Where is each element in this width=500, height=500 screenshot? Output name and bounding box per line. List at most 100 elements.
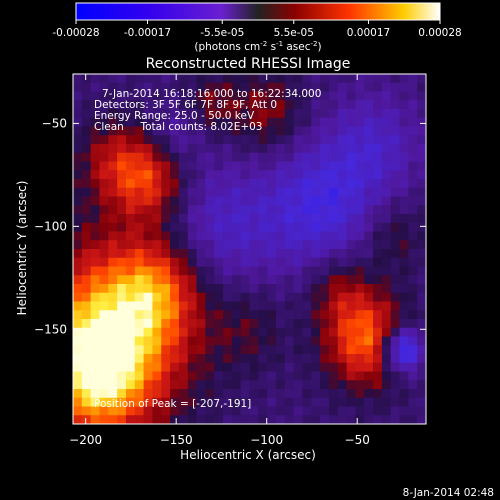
heatmap-cell	[311, 310, 321, 320]
heatmap-cell	[81, 284, 92, 294]
heatmap-cell	[328, 301, 339, 311]
heatmap-cell	[284, 100, 295, 110]
heatmap-cell	[337, 152, 347, 162]
heatmap-cell	[284, 371, 295, 381]
heatmap-cell	[134, 310, 144, 320]
heatmap-cell	[170, 205, 180, 215]
heatmap-cell	[161, 135, 171, 145]
heatmap-cell	[99, 109, 109, 119]
heatmap-cell	[161, 362, 171, 372]
heatmap-cell	[240, 231, 250, 241]
heatmap-cell	[302, 74, 312, 84]
heatmap-cell	[196, 222, 206, 232]
heatmap-cell	[134, 345, 144, 355]
heatmap-cell	[90, 187, 100, 197]
heatmap-cell	[231, 109, 242, 119]
heatmap-cell	[125, 187, 136, 197]
heatmap-cell	[267, 397, 277, 407]
heatmap-cell	[90, 231, 100, 241]
heatmap-cell	[249, 397, 259, 407]
heatmap-cell	[249, 389, 259, 399]
heatmap-cell	[267, 292, 277, 302]
heatmap-cell	[293, 126, 303, 136]
heatmap-cell	[258, 187, 268, 197]
heatmap-cell	[117, 161, 127, 171]
heatmap-cell	[373, 284, 383, 294]
heatmap-cell	[178, 257, 189, 267]
heatmap-cell	[275, 161, 286, 171]
heatmap-cell	[249, 354, 259, 364]
heatmap-cell	[108, 117, 118, 127]
heatmap-cell	[346, 397, 356, 407]
heatmap-cell	[196, 91, 206, 101]
heatmap-cell	[231, 301, 242, 311]
heatmap-cell	[381, 319, 392, 329]
heatmap-cell	[275, 91, 286, 101]
heatmap-cell	[381, 74, 392, 84]
heatmap-cell	[346, 214, 356, 224]
heatmap-cell	[355, 415, 365, 425]
heatmap-cell	[90, 82, 100, 92]
heatmap-cell	[187, 135, 197, 145]
heatmap-cell	[417, 249, 427, 259]
heatmap-cell	[152, 74, 162, 84]
heatmap-cell	[196, 257, 206, 267]
heatmap-cell	[258, 240, 268, 250]
heatmap-cell	[293, 292, 303, 302]
heatmap-cell	[108, 362, 118, 372]
heatmap-cell	[81, 415, 92, 425]
heatmap-cell	[214, 91, 224, 101]
heatmap-cell	[214, 109, 224, 119]
heatmap-cell	[346, 231, 356, 241]
heatmap-cell	[178, 371, 189, 381]
heatmap-cell	[178, 362, 189, 372]
heatmap-cell	[231, 415, 242, 425]
heatmap-cell	[214, 371, 224, 381]
heatmap-cell	[125, 275, 136, 285]
heatmap-cell	[293, 389, 303, 399]
heatmap-cell	[373, 310, 383, 320]
heatmap-cell	[275, 371, 286, 381]
heatmap-cell	[364, 380, 374, 390]
heatmap-cell	[320, 362, 330, 372]
heatmap-cell	[355, 249, 365, 259]
heatmap-cell	[240, 336, 250, 346]
heatmap-cell	[275, 240, 286, 250]
heatmap-cell	[267, 371, 277, 381]
heatmap-cell	[161, 126, 171, 136]
heatmap-cell	[408, 354, 418, 364]
heatmap-cell	[302, 196, 312, 206]
heatmap-cell	[196, 266, 206, 276]
heatmap-cell	[249, 327, 259, 337]
heatmap-cell	[328, 389, 339, 399]
heatmap-cell	[214, 117, 224, 127]
heatmap-cell	[108, 144, 118, 154]
heatmap-cell	[117, 292, 127, 302]
heatmap-cell	[337, 266, 347, 276]
heatmap-cell	[231, 152, 242, 162]
heatmap-cell	[223, 301, 233, 311]
heatmap-cell	[302, 109, 312, 119]
heatmap-cell	[223, 196, 233, 206]
heatmap-cell	[99, 187, 109, 197]
heatmap-cell	[90, 301, 100, 311]
heatmap-cell	[81, 240, 92, 250]
heatmap-cell	[108, 152, 118, 162]
heatmap-cell	[275, 397, 286, 407]
heatmap-cell	[231, 362, 242, 372]
heatmap-cell	[231, 345, 242, 355]
heatmap-cell	[346, 354, 356, 364]
heatmap-cell	[196, 170, 206, 180]
heatmap-cell	[152, 161, 162, 171]
heatmap-cell	[99, 310, 109, 320]
heatmap-cell	[311, 327, 321, 337]
heatmap-cell	[399, 371, 409, 381]
heatmap-cell	[99, 82, 109, 92]
heatmap-cell	[152, 222, 162, 232]
heatmap-cell	[381, 214, 392, 224]
heatmap-cell	[170, 196, 180, 206]
heatmap-cell	[364, 327, 374, 337]
heatmap-cell	[328, 380, 339, 390]
heatmap-cell	[373, 266, 383, 276]
heatmap-cell	[214, 336, 224, 346]
